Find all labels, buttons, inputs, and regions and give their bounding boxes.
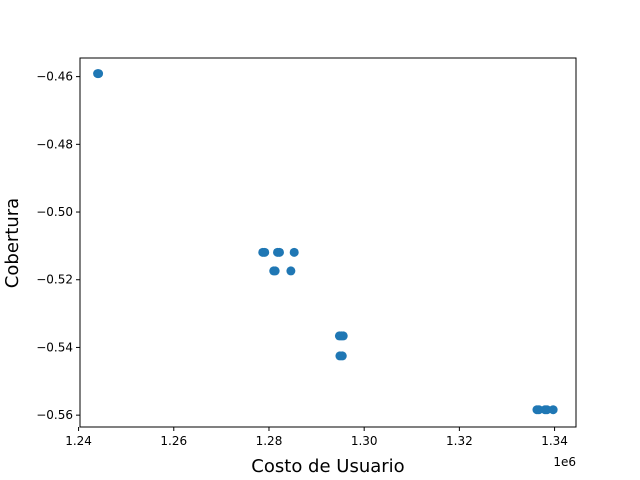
scatter-point [534, 405, 544, 415]
x-tick-label: 1.24 [65, 434, 92, 448]
axes-frame [79, 57, 577, 428]
y-tick-label: −0.48 [36, 137, 73, 151]
x-tick-label: 1.32 [446, 434, 473, 448]
scatter-point [274, 247, 284, 257]
scatter-point [289, 247, 299, 257]
scatter-point [94, 69, 104, 79]
y-tick-label: −0.46 [36, 70, 73, 84]
plot-area [93, 69, 558, 415]
x-tick-label: 1.26 [160, 434, 187, 448]
scatter-point [286, 266, 296, 276]
scatter-point [542, 405, 552, 415]
x-axis: 1.24 1.26 1.28 1.30 1.32 1.34 [65, 427, 568, 448]
scatter-point [270, 266, 280, 276]
x-axis-label: Costo de Usuario [251, 456, 404, 477]
x-axis-offset-label: 1e6 [553, 455, 576, 469]
x-tick-label: 1.34 [541, 434, 568, 448]
y-axis: −0.46 −0.48 −0.50 −0.52 −0.54 −0.56 [36, 70, 80, 422]
y-tick-label: −0.54 [36, 340, 73, 354]
scatter-point [260, 247, 270, 257]
y-axis-label: Cobertura [2, 198, 23, 288]
scatter-point [548, 405, 558, 415]
y-tick-label: −0.50 [36, 205, 73, 219]
x-tick-label: 1.28 [256, 434, 283, 448]
y-tick-label: −0.52 [36, 273, 73, 287]
scatter-point [337, 351, 347, 361]
x-tick-label: 1.30 [351, 434, 378, 448]
y-tick-label: −0.56 [36, 408, 73, 422]
scatter-point [338, 331, 348, 341]
